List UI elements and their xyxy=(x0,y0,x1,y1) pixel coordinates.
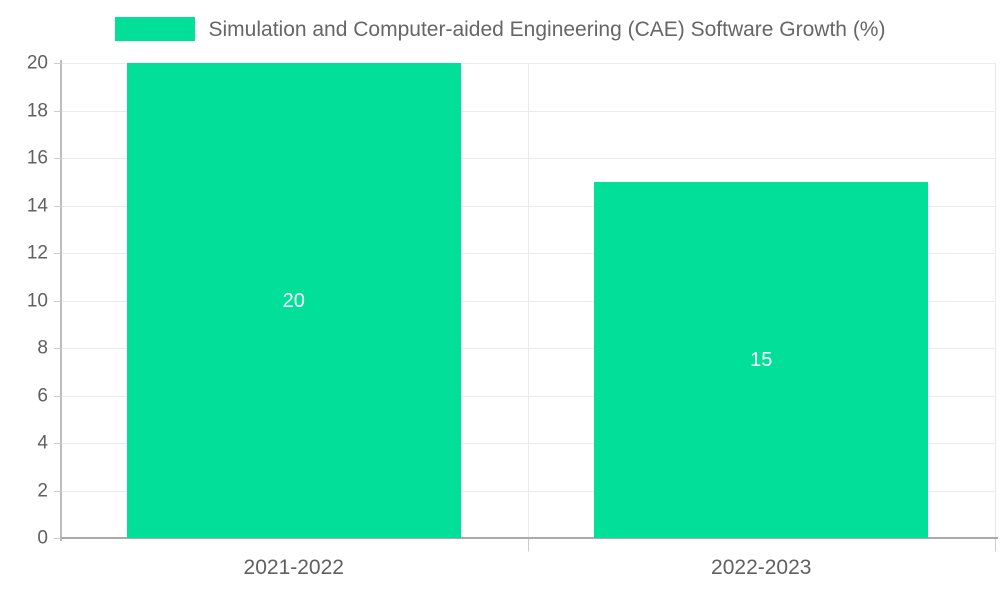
x-axis-line xyxy=(60,537,998,539)
x-axis-tick-label: 2022-2023 xyxy=(711,556,812,579)
x-axis-tick-mark xyxy=(995,539,996,551)
y-axis-tick-label: 16 xyxy=(26,147,48,169)
y-axis-tick-label: 0 xyxy=(37,527,48,549)
plot-area xyxy=(60,63,996,552)
gridline-horizontal xyxy=(60,300,995,302)
gridline-vertical xyxy=(528,63,529,552)
chart-legend: Simulation and Computer-aided Engineerin… xyxy=(0,0,1000,58)
gridline-horizontal xyxy=(60,110,995,112)
y-axis-tick-mark xyxy=(54,205,61,207)
y-axis-tick-label: 14 xyxy=(26,195,48,216)
gridline-horizontal xyxy=(60,443,995,444)
bar[interactable]: 15 xyxy=(594,181,929,538)
x-axis-tick-label: 2021-2022 xyxy=(243,556,344,579)
y-axis-line xyxy=(60,60,62,541)
legend-color-swatch xyxy=(114,17,195,41)
y-axis-tick-mark xyxy=(54,63,61,64)
y-axis-tick-mark xyxy=(54,348,61,349)
y-axis-tick-mark xyxy=(54,443,61,444)
y-axis-tick-mark xyxy=(54,110,61,112)
y-axis-tick-label: 4 xyxy=(37,432,48,454)
gridline-horizontal xyxy=(60,490,995,492)
gridline-horizontal xyxy=(60,348,995,349)
gridline-horizontal xyxy=(60,253,995,254)
bar[interactable]: 20 xyxy=(126,63,461,538)
y-axis-tick-label: 8 xyxy=(37,337,48,359)
legend-item[interactable]: Simulation and Computer-aided Engineerin… xyxy=(114,17,886,41)
gridline-horizontal xyxy=(60,63,995,64)
bar-value-label: 20 xyxy=(282,289,305,312)
gridline-horizontal xyxy=(60,158,995,159)
y-axis-tick-label: 10 xyxy=(26,290,48,311)
y-axis-tick-label: 6 xyxy=(37,385,48,406)
y-axis-tick-mark xyxy=(54,395,61,397)
y-axis-tick-mark xyxy=(54,538,61,539)
legend-series-label: Simulation and Computer-aided Engineerin… xyxy=(208,17,886,41)
y-axis-tick-label: 12 xyxy=(26,242,48,264)
y-axis-tick-label: 18 xyxy=(26,100,48,121)
gridline-vertical xyxy=(995,63,996,552)
y-axis-tick-mark xyxy=(54,300,61,302)
y-axis-tick-label: 2 xyxy=(37,480,48,501)
y-axis-tick-label: 20 xyxy=(26,52,48,74)
x-axis-tick-mark xyxy=(528,539,529,551)
gridline-horizontal xyxy=(60,395,995,397)
y-axis-tick-mark xyxy=(54,158,61,159)
y-axis-tick-mark xyxy=(54,490,61,492)
y-axis-tick-mark xyxy=(54,253,61,254)
gridline-horizontal xyxy=(60,205,995,207)
bar-value-label: 15 xyxy=(750,348,773,371)
